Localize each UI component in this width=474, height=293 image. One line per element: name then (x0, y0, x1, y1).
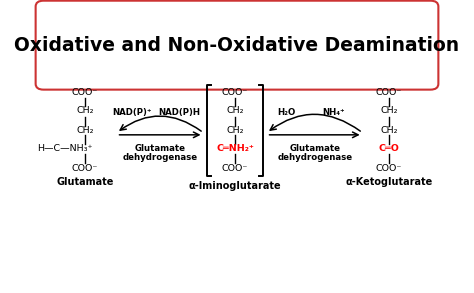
Text: C═NH₂⁺: C═NH₂⁺ (216, 144, 254, 153)
Text: COO⁻: COO⁻ (376, 88, 402, 97)
Text: NAD(P)⁺: NAD(P)⁺ (113, 108, 152, 117)
FancyBboxPatch shape (36, 1, 438, 90)
Text: Oxidative and Non-Oxidative Deamination: Oxidative and Non-Oxidative Deamination (14, 36, 460, 55)
Text: Glutamate: Glutamate (135, 144, 185, 153)
Text: dehydrogenase: dehydrogenase (278, 153, 353, 162)
Text: CH₂: CH₂ (76, 106, 94, 115)
Text: COO⁻: COO⁻ (222, 88, 248, 97)
Text: C═O: C═O (379, 144, 400, 153)
Text: NAD(P)H: NAD(P)H (159, 108, 201, 117)
Text: CH₂: CH₂ (226, 126, 244, 135)
Text: COO⁻: COO⁻ (72, 163, 98, 173)
Text: α-Iminoglutarate: α-Iminoglutarate (189, 181, 282, 191)
Text: α-Ketoglutarate: α-Ketoglutarate (346, 177, 433, 187)
Text: CH₂: CH₂ (226, 106, 244, 115)
Text: H₂O: H₂O (277, 108, 295, 117)
Text: dehydrogenase: dehydrogenase (122, 153, 198, 162)
Text: Glutamate: Glutamate (290, 144, 341, 153)
Text: CH₂: CH₂ (380, 126, 398, 135)
Text: COO⁻: COO⁻ (222, 163, 248, 173)
Text: CH₂: CH₂ (76, 126, 94, 135)
Text: CH₂: CH₂ (380, 106, 398, 115)
Text: Glutamate: Glutamate (56, 177, 114, 187)
Text: COO⁻: COO⁻ (376, 163, 402, 173)
Text: H—C—NH₃⁺: H—C—NH₃⁺ (36, 144, 92, 153)
Text: COO⁻: COO⁻ (72, 88, 98, 97)
Text: NH₄⁺: NH₄⁺ (322, 108, 345, 117)
